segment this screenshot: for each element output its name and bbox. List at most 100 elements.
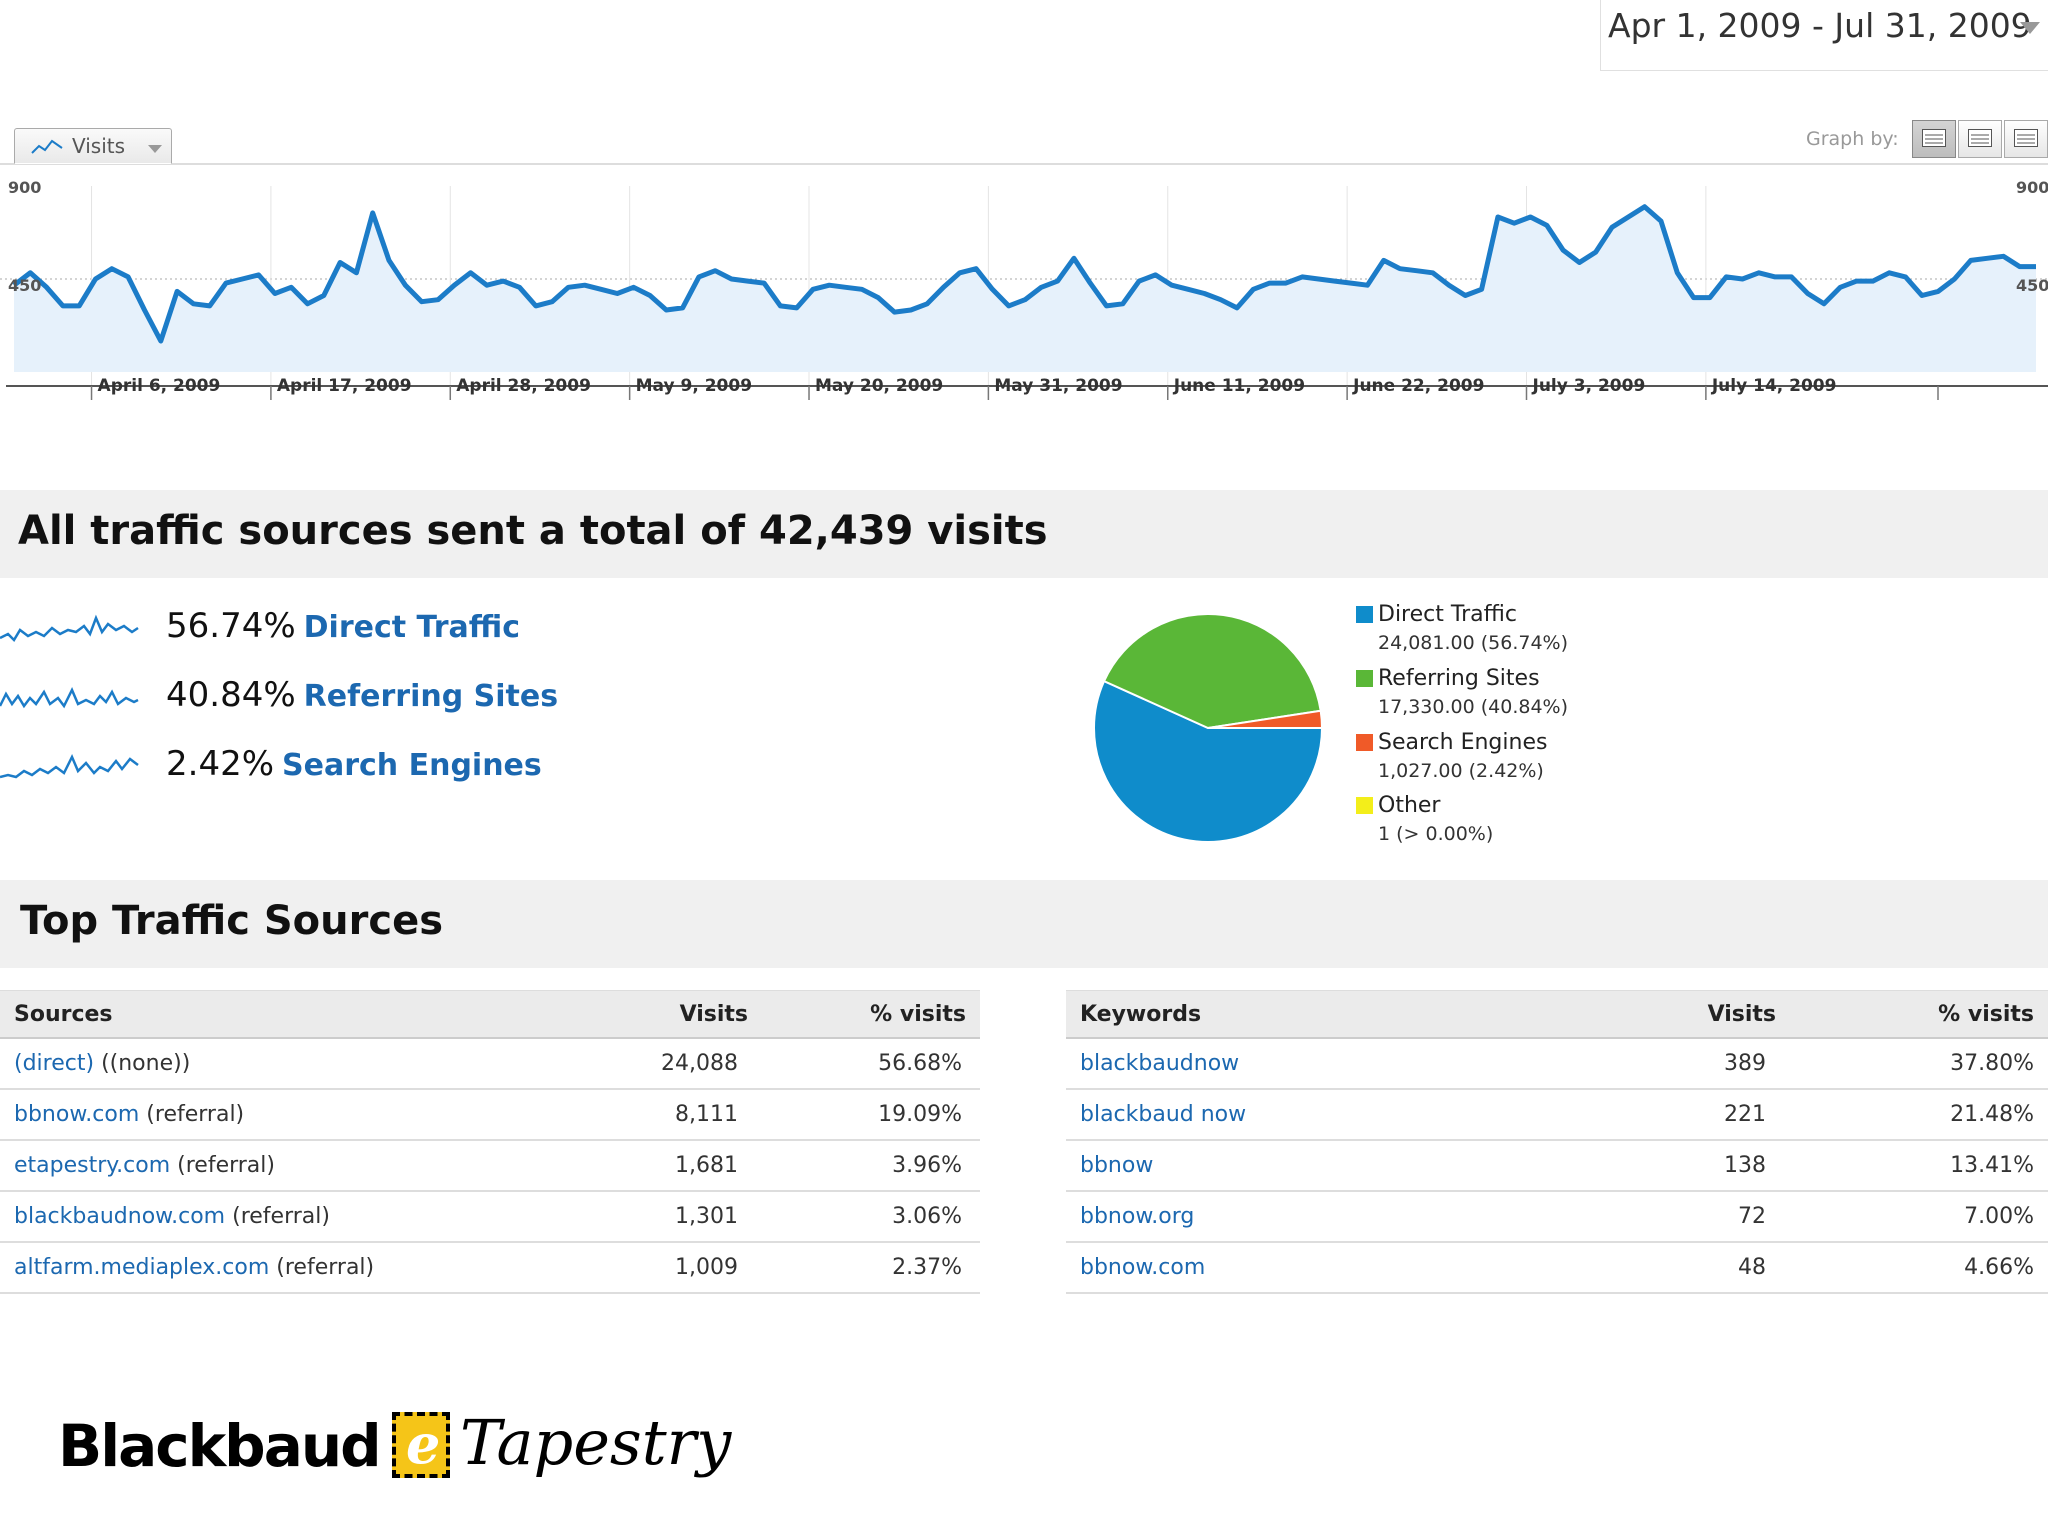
direct-traffic-link[interactable]: Direct Traffic bbox=[303, 610, 520, 645]
search-engines-summary: 2.42% Search Engines bbox=[166, 744, 542, 784]
source-pct: 19.09% bbox=[762, 1089, 980, 1141]
visits-series-line[interactable] bbox=[12, 204, 2036, 344]
keywords-table: Keywords Visits % visits blackbaudnow 38… bbox=[1066, 990, 2048, 1294]
logo-e-letter: e bbox=[406, 1412, 441, 1476]
search-engines-pct: 2.42% bbox=[166, 744, 275, 784]
legend-swatch-other bbox=[1356, 797, 1373, 814]
x-tick-label: April 6, 2009 bbox=[97, 376, 221, 396]
search-engines-link[interactable]: Search Engines bbox=[282, 748, 542, 783]
source-visits: 1,301 bbox=[587, 1191, 762, 1243]
legend-swatch-direct bbox=[1356, 606, 1373, 623]
keyword-visits: 48 bbox=[1549, 1242, 1790, 1294]
keyword-link[interactable]: bbnow.com bbox=[1080, 1255, 1206, 1280]
traffic-pie-chart[interactable] bbox=[1088, 612, 1328, 852]
column-header-keywords[interactable]: Keywords bbox=[1066, 990, 1550, 1039]
legend-name-referring: Referring Sites bbox=[1378, 666, 1540, 691]
source-link[interactable]: etapestry.com bbox=[14, 1153, 171, 1178]
table-row: altfarm.mediaplex.com (referral) 1,009 2… bbox=[0, 1242, 980, 1294]
summary-band bbox=[0, 490, 2048, 578]
legend-value-search: 1,027.00 (2.42%) bbox=[1378, 760, 1544, 782]
metric-label: Visits bbox=[72, 134, 126, 158]
x-tick-label: May 31, 2009 bbox=[994, 376, 1123, 396]
x-tick-label: July 14, 2009 bbox=[1711, 376, 1837, 396]
y-axis-label-mid-right: 450 bbox=[2016, 276, 2048, 295]
source-link[interactable]: altfarm.mediaplex.com bbox=[14, 1255, 270, 1280]
x-tick-label: April 28, 2009 bbox=[456, 376, 591, 396]
source-visits: 8,111 bbox=[587, 1089, 762, 1141]
y-axis-label-top-right: 900 bbox=[2016, 178, 2048, 197]
sparkline-direct-traffic bbox=[0, 614, 139, 643]
line-chart-icon bbox=[31, 139, 63, 154]
logo-tapestry: Tapestry bbox=[460, 1406, 732, 1479]
keywords-table-header: Keywords Visits % visits bbox=[1066, 990, 2048, 1039]
legend-swatch-search bbox=[1356, 734, 1373, 751]
day-view-icon bbox=[1922, 129, 1946, 147]
sparkline-search-engines bbox=[0, 754, 139, 779]
column-header-pct-visits[interactable]: % visits bbox=[1790, 990, 2048, 1039]
source-medium: (referral) bbox=[177, 1153, 275, 1178]
x-tick-label: July 3, 2009 bbox=[1532, 376, 1646, 396]
week-view-icon bbox=[1968, 129, 1992, 147]
y-axis-label-top-left: 900 bbox=[8, 178, 42, 197]
x-tick-label: June 22, 2009 bbox=[1353, 376, 1485, 396]
source-medium: ((none)) bbox=[101, 1051, 191, 1076]
keyword-link[interactable]: bbnow bbox=[1080, 1153, 1154, 1178]
table-row: (direct) ((none)) 24,088 56.68% bbox=[0, 1038, 980, 1090]
chevron-down-icon[interactable] bbox=[148, 145, 162, 153]
x-tick-label: May 9, 2009 bbox=[635, 376, 753, 396]
visits-area bbox=[14, 206, 2036, 372]
source-link[interactable]: (direct) bbox=[14, 1051, 95, 1076]
keyword-pct: 37.80% bbox=[1790, 1038, 2048, 1090]
keyword-link[interactable]: blackbaud now bbox=[1080, 1102, 1247, 1127]
legend-value-referring: 17,330.00 (40.84%) bbox=[1378, 696, 1569, 718]
legend-name-other: Other bbox=[1378, 793, 1441, 818]
pie-slice-referring-sites[interactable] bbox=[1102, 613, 1322, 730]
source-pct: 56.68% bbox=[762, 1038, 980, 1090]
source-link[interactable]: blackbaudnow.com bbox=[14, 1204, 226, 1229]
keyword-pct: 7.00% bbox=[1790, 1191, 2048, 1243]
day-view-button[interactable] bbox=[1912, 120, 1956, 158]
month-view-button[interactable] bbox=[2004, 120, 2048, 158]
logo-blackbaud: Blackbaud bbox=[58, 1412, 382, 1480]
table-row: blackbaud now 221 21.48% bbox=[1066, 1089, 2048, 1141]
table-row: bbnow.com 48 4.66% bbox=[1066, 1242, 2048, 1294]
keyword-link[interactable]: bbnow.org bbox=[1080, 1204, 1195, 1229]
keyword-visits: 138 bbox=[1549, 1140, 1790, 1192]
source-link[interactable]: bbnow.com bbox=[14, 1102, 140, 1127]
source-visits: 1,681 bbox=[587, 1140, 762, 1192]
source-pct: 3.96% bbox=[762, 1140, 980, 1192]
source-medium: (referral) bbox=[146, 1102, 245, 1127]
week-view-button[interactable] bbox=[1958, 120, 2002, 158]
x-tick-label: June 11, 2009 bbox=[1173, 376, 1306, 396]
sources-table-header: Sources Visits % visits bbox=[0, 990, 980, 1039]
source-medium: (referral) bbox=[232, 1204, 330, 1229]
legend-name-search: Search Engines bbox=[1378, 730, 1548, 755]
logo-e-stamp: e bbox=[392, 1412, 450, 1478]
column-header-sources[interactable]: Sources bbox=[0, 990, 588, 1039]
legend-value-direct: 24,081.00 (56.74%) bbox=[1378, 632, 1569, 654]
table-row: bbnow.com (referral) 8,111 19.09% bbox=[0, 1089, 980, 1141]
column-header-pct-visits[interactable]: % visits bbox=[762, 990, 980, 1039]
visits-line-chart[interactable] bbox=[0, 160, 2048, 400]
keyword-pct: 21.48% bbox=[1790, 1089, 2048, 1141]
top-sources-title: Top Traffic Sources bbox=[20, 898, 444, 944]
referring-sites-link[interactable]: Referring Sites bbox=[303, 679, 559, 714]
column-header-visits[interactable]: Visits bbox=[587, 990, 762, 1039]
legend-value-other: 1 (> 0.00%) bbox=[1378, 823, 1494, 845]
keyword-link[interactable]: blackbaudnow bbox=[1080, 1051, 1240, 1076]
table-row: blackbaudnow.com (referral) 1,301 3.06% bbox=[0, 1191, 980, 1243]
graph-by-label: Graph by: bbox=[1806, 128, 1899, 150]
date-range-selector[interactable] bbox=[1600, 0, 2048, 71]
date-range-text[interactable]: Apr 1, 2009 - Jul 31, 2009 bbox=[1608, 6, 2032, 45]
keyword-pct: 4.66% bbox=[1790, 1242, 2048, 1294]
sources-table: Sources Visits % visits (direct) ((none)… bbox=[0, 990, 980, 1294]
date-dropdown-icon[interactable] bbox=[2020, 22, 2040, 34]
legend-swatch-referring bbox=[1356, 670, 1373, 687]
referring-sites-pct: 40.84% bbox=[166, 675, 296, 715]
source-visits: 24,088 bbox=[587, 1038, 762, 1090]
pie-slice-direct-traffic[interactable] bbox=[1093, 679, 1324, 843]
table-row: blackbaudnow 389 37.80% bbox=[1066, 1038, 2048, 1090]
keyword-visits: 389 bbox=[1549, 1038, 1790, 1090]
column-header-visits[interactable]: Visits bbox=[1549, 990, 1790, 1039]
x-tick-label: May 20, 2009 bbox=[815, 376, 944, 396]
